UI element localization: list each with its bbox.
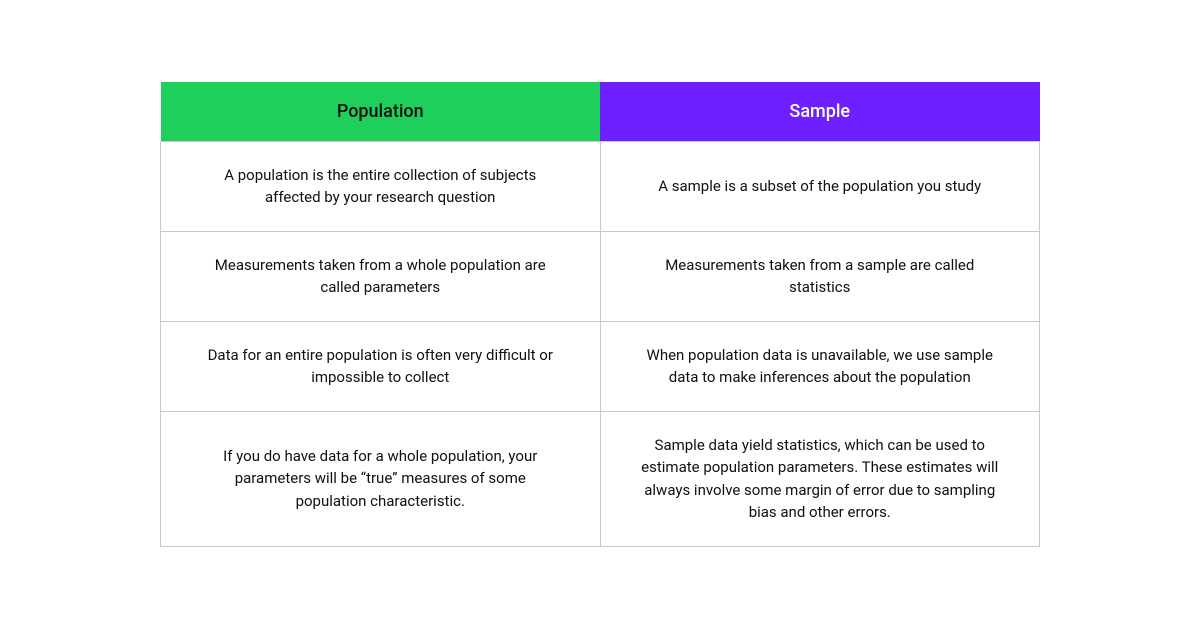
column-header-label: Sample: [789, 101, 850, 122]
cell-text: Data for an entire population is often v…: [200, 344, 560, 389]
cell-text: Measurements taken from a sample are cal…: [640, 254, 1000, 299]
table-cell: When population data is unavailable, we …: [600, 321, 1040, 411]
column-header-population: Population: [161, 82, 601, 142]
table-cell: Sample data yield statistics, which can …: [600, 411, 1040, 546]
table-cell: Measurements taken from a sample are cal…: [600, 231, 1040, 321]
column-header-sample: Sample: [600, 82, 1040, 142]
column-header-label: Population: [337, 101, 424, 122]
table-row: A population is the entire collection of…: [161, 141, 1040, 231]
table-row: Measurements taken from a whole populati…: [161, 231, 1040, 321]
cell-text: When population data is unavailable, we …: [640, 344, 1000, 389]
comparison-table: Population Sample A population is the en…: [160, 82, 1040, 547]
table-header-row: Population Sample: [161, 82, 1040, 142]
cell-text: Sample data yield statistics, which can …: [640, 434, 1000, 524]
table-cell: A population is the entire collection of…: [161, 141, 601, 231]
cell-text: A sample is a subset of the population y…: [658, 175, 981, 198]
table-row: If you do have data for a whole populati…: [161, 411, 1040, 546]
table-cell: Measurements taken from a whole populati…: [161, 231, 601, 321]
cell-text: Measurements taken from a whole populati…: [200, 254, 560, 299]
table-row: Data for an entire population is often v…: [161, 321, 1040, 411]
table-cell: Data for an entire population is often v…: [161, 321, 601, 411]
table-cell: A sample is a subset of the population y…: [600, 141, 1040, 231]
cell-text: A population is the entire collection of…: [200, 164, 560, 209]
table-cell: If you do have data for a whole populati…: [161, 411, 601, 546]
cell-text: If you do have data for a whole populati…: [200, 445, 560, 513]
